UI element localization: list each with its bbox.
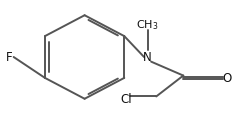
Text: Cl: Cl (120, 92, 132, 105)
Text: CH$_3$: CH$_3$ (136, 19, 159, 32)
Text: F: F (6, 51, 13, 64)
Text: O: O (222, 72, 231, 85)
Text: N: N (143, 51, 152, 64)
